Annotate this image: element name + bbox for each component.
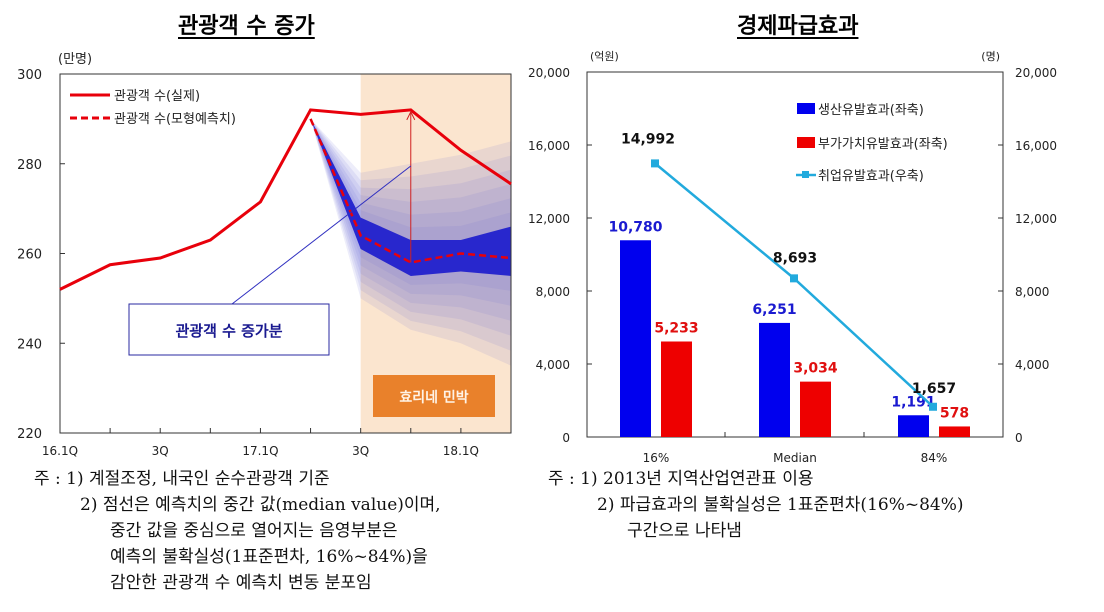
employment-data-label: 1,657 [912, 381, 956, 397]
event-box [373, 375, 495, 417]
y-tick-label: 220 [17, 427, 42, 442]
y-tick-label: 280 [17, 158, 42, 173]
note-right-2: 2) 파급효과의 불확실성은 1표준편차(16%~84%) [597, 495, 964, 515]
note-right-3: 구간으로 나타냄 [627, 521, 742, 541]
right-chart-title: 경제파급효과 [737, 14, 859, 39]
note-left-2: 2) 점선은 예측치의 중간 값(median value)이며, [80, 495, 441, 515]
legend-value-added-swatch [797, 137, 815, 148]
value-added-data-label: 5,233 [654, 320, 698, 336]
x-tick-label: 84% [921, 451, 948, 465]
x-tick-label: 16.1Q [42, 444, 78, 458]
left-y-tick-label: 8,000 [536, 285, 570, 299]
left-y-tick-label: 12,000 [528, 212, 570, 226]
x-tick-label: 17.1Q [242, 444, 278, 458]
right-y-tick-label: 20,000 [1015, 66, 1057, 80]
right-axis-unit: (명) [981, 50, 1000, 63]
right-y-tick-label: 12,000 [1015, 212, 1057, 226]
callout-line [231, 165, 412, 305]
legend-production-swatch [797, 103, 815, 114]
legend-value-added-label: 부가가치유발효과(좌축) [818, 137, 948, 152]
production-data-label: 10,780 [608, 219, 662, 235]
charts-svg: 300 280 260 240 220 (만명) 16.1Q 3Q 17.1Q 3Q 18.1Q 관광… [17, 50, 1057, 465]
left-y-tick-label: 20,000 [528, 66, 570, 80]
x-tick-label: 3Q [352, 444, 369, 458]
x-tick-label: 3Q [152, 444, 169, 458]
note-left-5: 감안한 관광객 수 예측치 변동 분포임 [110, 573, 372, 593]
left-y-tick-label: 0 [562, 431, 570, 445]
employment-data-label: 14,992 [621, 131, 675, 147]
left-chart-title: 관광객 수 증가 [178, 14, 315, 39]
event-label: 효리네 민박 [399, 389, 468, 406]
y-tick-label: 260 [17, 248, 42, 263]
production-bar [759, 322, 790, 437]
right-y-tick-label: 16,000 [1015, 139, 1057, 153]
x-tick-label: Median [773, 451, 817, 465]
increase-callout-box [128, 303, 330, 356]
right-y-tick-label: 8,000 [1015, 285, 1049, 299]
production-bar [898, 415, 929, 437]
legend-actual-label: 관광객 수(실제) [114, 89, 200, 104]
value-added-data-label: 578 [940, 405, 969, 421]
arrow-head-icon [406, 110, 416, 121]
right-y-tick-label: 0 [1015, 431, 1023, 445]
production-bar [620, 240, 651, 437]
note-left-4: 예측의 불확실성(1표준편차, 16%~84%)을 [110, 547, 428, 567]
note-left-1: 주 : 1) 계절조정, 내국인 순수관광객 기준 [34, 469, 330, 489]
value-added-data-label: 3,034 [793, 361, 838, 377]
note-right-1: 주 : 1) 2013년 지역산업연관표 이용 [548, 469, 814, 489]
legend-forecast-label: 관광객 수(모형예측치) [114, 112, 236, 127]
y-axis-unit: (만명) [58, 52, 92, 67]
production-data-label: 6,251 [752, 302, 796, 318]
employment-data-label: 8,693 [773, 250, 817, 266]
employment-marker [651, 159, 659, 168]
y-tick-label: 300 [17, 68, 42, 83]
right-y-tick-label: 4,000 [1015, 358, 1049, 372]
employment-marker [929, 402, 937, 411]
legend-employment-marker [802, 171, 809, 178]
x-tick-label: 18.1Q [443, 444, 479, 458]
value-added-bar [661, 341, 692, 437]
note-left-3: 중간 값을 중심으로 열어지는 음영부분은 [110, 521, 398, 541]
left-y-tick-label: 4,000 [536, 358, 570, 372]
legend-employment-label: 취업유발효과(우축) [818, 169, 924, 184]
left-axis-unit: (억원) [590, 50, 619, 63]
increase-callout-label: 관광객 수 증가분 [175, 322, 282, 340]
actual-line [59, 108, 512, 291]
employment-marker [790, 274, 798, 283]
y-tick-label: 240 [17, 337, 42, 352]
x-tick-label: 16% [643, 451, 670, 465]
value-added-bar [939, 426, 970, 437]
plot-frame [586, 71, 1004, 438]
value-added-bar [800, 381, 831, 437]
legend-production-label: 생산유발효과(좌축) [818, 103, 924, 118]
left-y-tick-label: 16,000 [528, 139, 570, 153]
